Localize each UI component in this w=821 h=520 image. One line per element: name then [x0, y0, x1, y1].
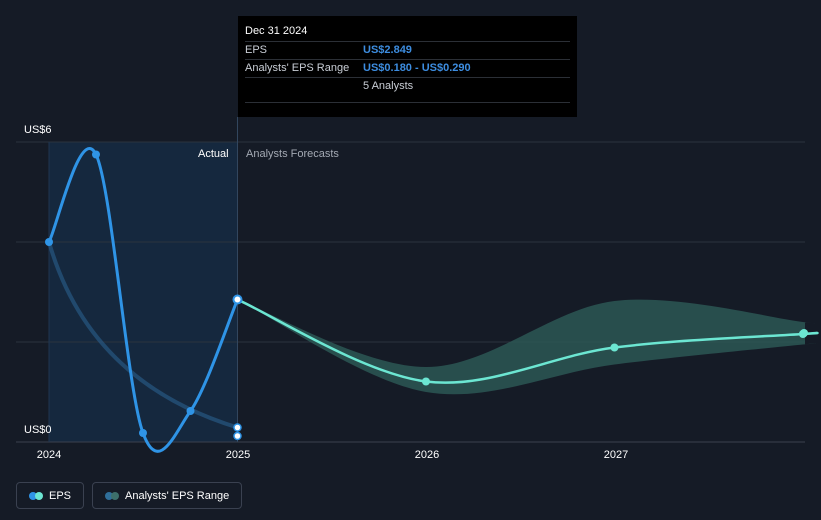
eps-actual-point-3	[186, 407, 195, 415]
x-tick-label-2026: 2026	[414, 449, 440, 461]
grid	[16, 117, 805, 443]
eps-actual-point-2	[138, 429, 147, 437]
tooltip-eps-row: EPS US$2.849	[245, 41, 570, 59]
past-range-line	[47, 241, 239, 430]
legend-eps-label: EPS	[49, 489, 72, 502]
legend-eps-button[interactable]: EPS	[16, 482, 85, 509]
tooltip-range-label: Analysts' EPS Range	[245, 62, 350, 74]
legend-range-label: Analysts' EPS Range	[125, 489, 230, 502]
range-high-point	[233, 423, 242, 432]
forecast-region-label: Analysts Forecasts	[246, 148, 339, 160]
actual-region-label: Actual	[198, 148, 229, 160]
legend-range-button[interactable]: Analysts' EPS Range	[92, 482, 243, 509]
eps-actual-point-0	[45, 238, 53, 246]
eps-actual-point-1	[91, 150, 100, 159]
tooltip-eps-label: EPS	[245, 44, 268, 56]
x-tick-label-2027: 2027	[603, 449, 629, 461]
eps-forecast-point-1	[421, 377, 430, 386]
tooltip-analysts: 5 Analysts	[363, 80, 414, 92]
range-low-point	[233, 431, 242, 441]
tooltip-date: Dec 31 2024	[245, 25, 308, 37]
forecast-range-band	[237, 299, 818, 395]
x-tick-label-2025: 2025	[225, 449, 251, 461]
eps-forecast-point-edge	[800, 329, 808, 337]
legend-range-swatch	[105, 491, 120, 500]
tooltip-range-row: Analysts' EPS Range US$0.180 - US$0.290	[245, 59, 570, 77]
x-tick-label-2024: 2024	[36, 449, 62, 461]
eps-actual-line	[47, 147, 239, 453]
tooltip-range-value: US$0.180 - US$0.290	[363, 62, 471, 74]
tooltip-eps-value: US$2.849	[363, 44, 412, 56]
eps-forecast-point-2	[610, 343, 619, 352]
eps-actual-point-4	[232, 294, 243, 305]
tooltip-analysts-row: 5 Analysts	[245, 77, 570, 103]
legend-eps-swatch	[29, 491, 43, 500]
actual-period-shade	[49, 142, 238, 442]
tooltip: Dec 31 2024 EPS US$2.849 Analysts' EPS R…	[238, 16, 577, 117]
legend: EPS Analysts' EPS Range	[16, 482, 250, 509]
chart-marks	[45, 147, 819, 453]
y-tick-label-bottom: US$0	[24, 424, 52, 436]
y-tick-label-top: US$6	[24, 124, 52, 136]
